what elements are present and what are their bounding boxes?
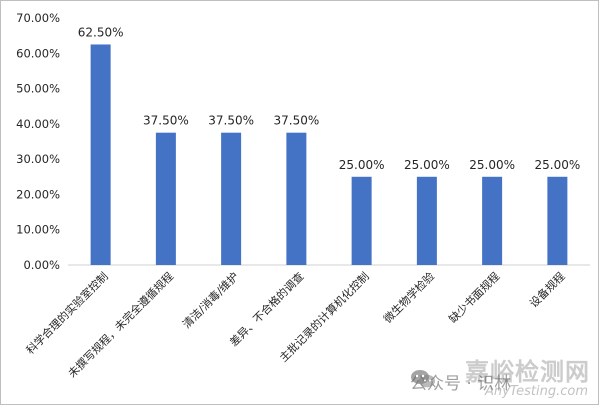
bar [547,176,568,265]
x-tick-label: 微生物学检验 [380,269,437,326]
x-tick-label: 清洁/消毒/维护 [179,269,241,331]
watermark-url: AnyTesting.com [484,384,588,399]
watermark-site: 嘉峪检测网 [465,358,590,386]
bar [351,176,372,265]
y-tick-label: 10.00% [16,223,60,237]
data-label: 25.00% [339,158,385,172]
watermark-wechat-text: 公众号 · 识林 [410,374,512,394]
bar [221,132,242,265]
bar [482,176,503,265]
bar [155,132,176,265]
y-tick-label: 20.00% [16,187,60,201]
data-label: 25.00% [469,158,515,172]
bar [286,132,307,265]
data-label: 37.50% [208,114,254,128]
watermark-wechat: 公众号 · 识林 [410,369,511,394]
data-label: 62.50% [78,25,124,39]
x-tick-label: 缺少书面规程 [446,269,503,326]
wechat-icon [411,370,435,388]
data-label: 37.50% [143,114,189,128]
x-tick-label: 未撰写规程，未完全遵循规程 [65,269,176,380]
data-label: 25.00% [404,158,450,172]
y-tick-label: 30.00% [16,152,60,166]
y-tick-label: 60.00% [16,46,60,60]
bar [90,44,111,265]
bar [416,176,437,265]
x-tick-label: 设备规程 [526,269,567,310]
data-label: 25.00% [534,158,580,172]
y-tick-label: 50.00% [16,82,60,96]
data-label: 37.50% [273,114,319,128]
y-tick-label: 0.00% [23,258,60,272]
y-tick-label: 40.00% [16,117,60,131]
y-tick-label: 70.00% [16,11,60,25]
